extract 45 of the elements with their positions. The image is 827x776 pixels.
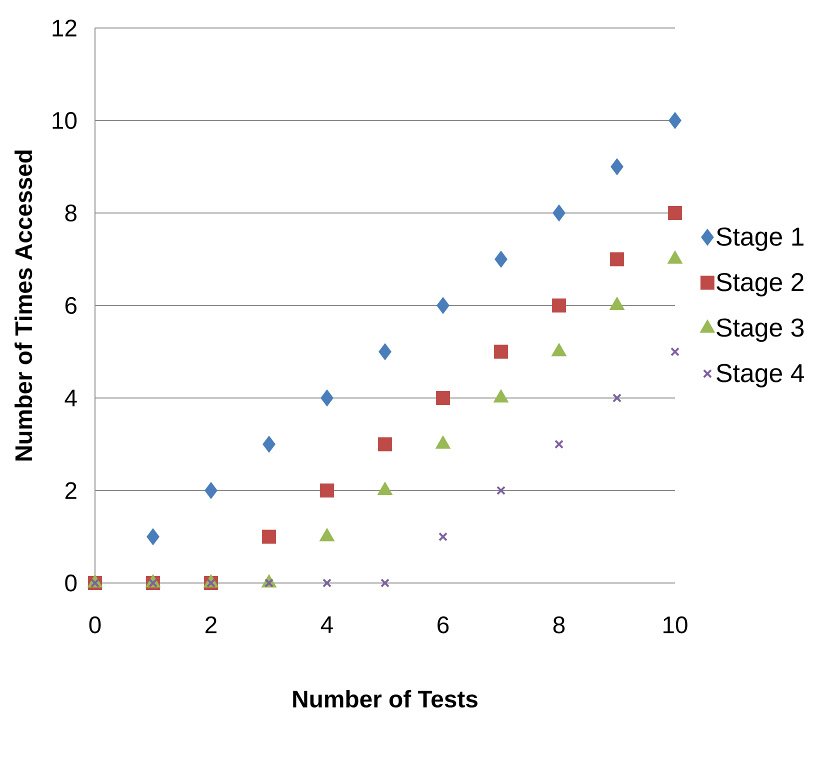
point	[496, 486, 506, 496]
point	[494, 344, 508, 359]
x-tick-label: 4	[320, 616, 333, 633]
y-axis-title: Number of Times Accessed	[14, 150, 32, 460]
point	[322, 578, 332, 588]
point	[610, 158, 624, 175]
point	[438, 532, 448, 542]
point	[146, 528, 160, 545]
y-tick-label: 0	[65, 574, 77, 592]
point	[380, 578, 390, 588]
x-tick-label: 2	[206, 616, 216, 634]
x-tick-label: 6	[438, 616, 449, 634]
point	[612, 393, 622, 403]
point	[494, 251, 508, 268]
point	[670, 347, 680, 356]
point	[436, 391, 450, 405]
point	[262, 530, 276, 544]
point	[668, 112, 682, 128]
point	[436, 298, 450, 314]
y-tick-label: 2	[65, 482, 76, 499]
point	[552, 205, 566, 221]
y-tick-label: 10	[52, 112, 77, 129]
point	[552, 298, 566, 312]
point	[610, 252, 624, 266]
point	[554, 440, 564, 449]
y-tick-label: 8	[65, 204, 76, 222]
point	[204, 482, 218, 498]
point	[264, 578, 274, 588]
y-tick-label: 12	[52, 20, 76, 36]
point	[262, 436, 276, 452]
point	[378, 437, 392, 452]
x-tick-label: 8	[553, 616, 565, 634]
legend-label: Stage 1	[716, 227, 804, 251]
point	[668, 206, 682, 220]
x-axis-title: Number of Tests	[293, 690, 478, 708]
y-tick-label: 6	[65, 297, 76, 314]
x-tick-label: 10	[664, 616, 688, 634]
y-tick-label: 4	[64, 390, 77, 406]
x-tick-label: 0	[89, 616, 101, 634]
point	[320, 484, 334, 498]
point	[320, 390, 334, 406]
legend-label: Stage 4	[716, 364, 804, 388]
legend-label: Stage 3	[716, 318, 804, 342]
legend-label: Stage 2	[716, 272, 804, 296]
point	[378, 344, 392, 360]
